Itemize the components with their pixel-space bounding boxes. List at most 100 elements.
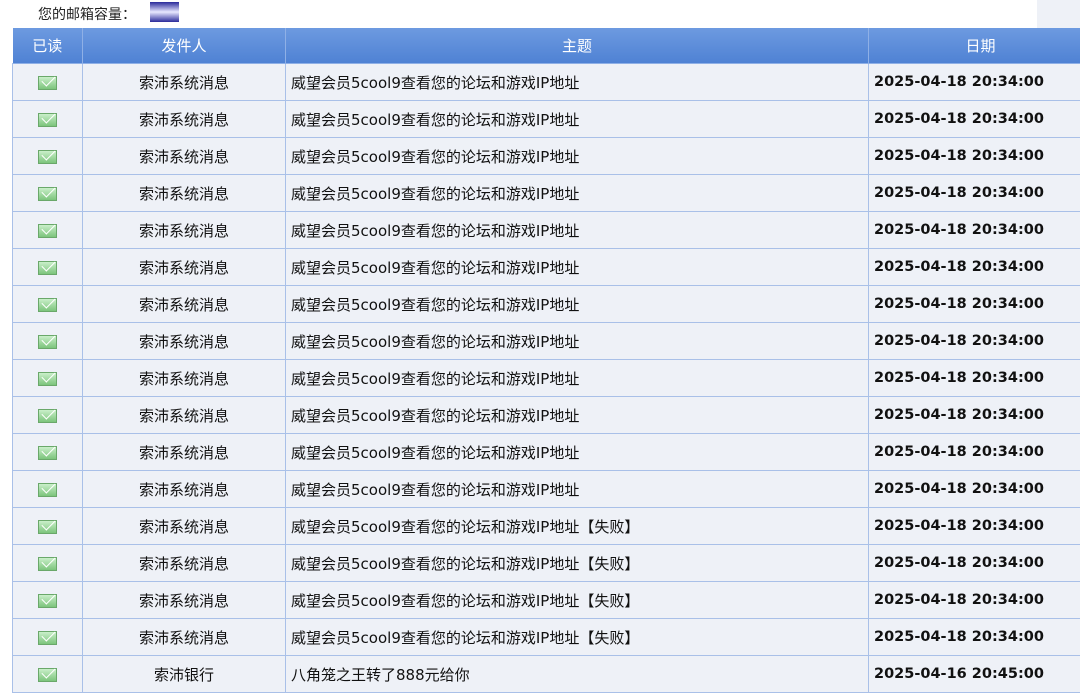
date-cell: 2025-04-18 20:34:00	[869, 64, 1080, 101]
table-header: 已读 发件人 主题 日期	[13, 28, 1080, 64]
col-date[interactable]: 日期	[869, 28, 1080, 64]
subject-link[interactable]: 威望会员5cool9查看您的论坛和游戏IP地址	[286, 64, 869, 101]
subject-link[interactable]: 威望会员5cool9查看您的论坛和游戏IP地址	[286, 138, 869, 175]
quota-meter	[150, 2, 179, 22]
read-cell[interactable]	[13, 619, 83, 656]
sender-cell: 索沛系统消息	[83, 138, 286, 175]
table-row[interactable]: 索沛银行 八角笼之王转了888元给你 2025-04-16 20:45:00	[13, 656, 1080, 693]
envelope-read-icon	[38, 261, 57, 275]
date-cell: 2025-04-18 20:34:00	[869, 471, 1080, 508]
quota-label: 您的邮箱容量：	[38, 4, 136, 24]
envelope-read-icon	[38, 446, 57, 460]
table-row[interactable]: 索沛系统消息 威望会员5cool9查看您的论坛和游戏IP地址 2025-04-1…	[13, 64, 1080, 101]
table-row[interactable]: 索沛系统消息 威望会员5cool9查看您的论坛和游戏IP地址 2025-04-1…	[13, 434, 1080, 471]
table-row[interactable]: 索沛系统消息 威望会员5cool9查看您的论坛和游戏IP地址【失败】 2025-…	[13, 619, 1080, 656]
subject-link[interactable]: 威望会员5cool9查看您的论坛和游戏IP地址	[286, 471, 869, 508]
read-cell[interactable]	[13, 360, 83, 397]
sender-cell: 索沛系统消息	[83, 545, 286, 582]
table-row[interactable]: 索沛系统消息 威望会员5cool9查看您的论坛和游戏IP地址 2025-04-1…	[13, 138, 1080, 175]
sender-cell: 索沛系统消息	[83, 434, 286, 471]
table-row[interactable]: 索沛系统消息 威望会员5cool9查看您的论坛和游戏IP地址【失败】 2025-…	[13, 582, 1080, 619]
subject-link[interactable]: 威望会员5cool9查看您的论坛和游戏IP地址	[286, 175, 869, 212]
table-row[interactable]: 索沛系统消息 威望会员5cool9查看您的论坛和游戏IP地址【失败】 2025-…	[13, 545, 1080, 582]
message-table: 已读 发件人 主题 日期 索沛系统消息 威望会员5cool9查看您的论坛和游戏I…	[12, 28, 1080, 693]
read-cell[interactable]	[13, 138, 83, 175]
sender-cell: 索沛系统消息	[83, 175, 286, 212]
date-cell: 2025-04-18 20:34:00	[869, 360, 1080, 397]
subject-link[interactable]: 威望会员5cool9查看您的论坛和游戏IP地址	[286, 249, 869, 286]
read-cell[interactable]	[13, 508, 83, 545]
table-row[interactable]: 索沛系统消息 威望会员5cool9查看您的论坛和游戏IP地址 2025-04-1…	[13, 175, 1080, 212]
col-sender[interactable]: 发件人	[83, 28, 286, 64]
envelope-read-icon	[38, 409, 57, 423]
sender-cell: 索沛系统消息	[83, 286, 286, 323]
read-cell[interactable]	[13, 434, 83, 471]
subject-link[interactable]: 威望会员5cool9查看您的论坛和游戏IP地址【失败】	[286, 545, 869, 582]
sender-cell: 索沛系统消息	[83, 64, 286, 101]
read-cell[interactable]	[13, 101, 83, 138]
envelope-read-icon	[38, 483, 57, 497]
read-cell[interactable]	[13, 545, 83, 582]
date-cell: 2025-04-16 20:45:00	[869, 656, 1080, 693]
envelope-read-icon	[38, 372, 57, 386]
sender-cell: 索沛系统消息	[83, 397, 286, 434]
envelope-read-icon	[38, 335, 57, 349]
date-cell: 2025-04-18 20:34:00	[869, 101, 1080, 138]
envelope-read-icon	[38, 557, 57, 571]
table-row[interactable]: 索沛系统消息 威望会员5cool9查看您的论坛和游戏IP地址 2025-04-1…	[13, 471, 1080, 508]
date-cell: 2025-04-18 20:34:00	[869, 286, 1080, 323]
table-row[interactable]: 索沛系统消息 威望会员5cool9查看您的论坛和游戏IP地址 2025-04-1…	[13, 212, 1080, 249]
read-cell[interactable]	[13, 249, 83, 286]
col-read[interactable]: 已读	[13, 28, 83, 64]
subject-link[interactable]: 威望会员5cool9查看您的论坛和游戏IP地址【失败】	[286, 582, 869, 619]
table-row[interactable]: 索沛系统消息 威望会员5cool9查看您的论坛和游戏IP地址 2025-04-1…	[13, 249, 1080, 286]
subject-link[interactable]: 威望会员5cool9查看您的论坛和游戏IP地址	[286, 286, 869, 323]
envelope-read-icon	[38, 187, 57, 201]
sender-cell: 索沛系统消息	[83, 582, 286, 619]
sender-cell: 索沛银行	[83, 656, 286, 693]
col-subject[interactable]: 主题	[286, 28, 869, 64]
envelope-read-icon	[38, 594, 57, 608]
subject-link[interactable]: 威望会员5cool9查看您的论坛和游戏IP地址	[286, 360, 869, 397]
date-cell: 2025-04-18 20:34:00	[869, 175, 1080, 212]
date-cell: 2025-04-18 20:34:00	[869, 582, 1080, 619]
read-cell[interactable]	[13, 212, 83, 249]
read-cell[interactable]	[13, 175, 83, 212]
subject-link[interactable]: 威望会员5cool9查看您的论坛和游戏IP地址【失败】	[286, 508, 869, 545]
table-row[interactable]: 索沛系统消息 威望会员5cool9查看您的论坛和游戏IP地址 2025-04-1…	[13, 397, 1080, 434]
table-row[interactable]: 索沛系统消息 威望会员5cool9查看您的论坛和游戏IP地址【失败】 2025-…	[13, 508, 1080, 545]
read-cell[interactable]	[13, 471, 83, 508]
date-cell: 2025-04-18 20:34:00	[869, 138, 1080, 175]
read-cell[interactable]	[13, 656, 83, 693]
read-cell[interactable]	[13, 323, 83, 360]
top-right-filler	[1037, 0, 1080, 28]
table-row[interactable]: 索沛系统消息 威望会员5cool9查看您的论坛和游戏IP地址 2025-04-1…	[13, 323, 1080, 360]
envelope-read-icon	[38, 668, 57, 682]
subject-link[interactable]: 威望会员5cool9查看您的论坛和游戏IP地址	[286, 212, 869, 249]
table-row[interactable]: 索沛系统消息 威望会员5cool9查看您的论坛和游戏IP地址 2025-04-1…	[13, 286, 1080, 323]
sender-cell: 索沛系统消息	[83, 249, 286, 286]
read-cell[interactable]	[13, 582, 83, 619]
table-row[interactable]: 索沛系统消息 威望会员5cool9查看您的论坛和游戏IP地址 2025-04-1…	[13, 360, 1080, 397]
table-row[interactable]: 索沛系统消息 威望会员5cool9查看您的论坛和游戏IP地址 2025-04-1…	[13, 101, 1080, 138]
read-cell[interactable]	[13, 64, 83, 101]
envelope-read-icon	[38, 298, 57, 312]
read-cell[interactable]	[13, 397, 83, 434]
sender-cell: 索沛系统消息	[83, 323, 286, 360]
subject-link[interactable]: 威望会员5cool9查看您的论坛和游戏IP地址	[286, 397, 869, 434]
subject-link[interactable]: 威望会员5cool9查看您的论坛和游戏IP地址【失败】	[286, 619, 869, 656]
date-cell: 2025-04-18 20:34:00	[869, 323, 1080, 360]
date-cell: 2025-04-18 20:34:00	[869, 619, 1080, 656]
subject-link[interactable]: 威望会员5cool9查看您的论坛和游戏IP地址	[286, 101, 869, 138]
date-cell: 2025-04-18 20:34:00	[869, 508, 1080, 545]
subject-link[interactable]: 威望会员5cool9查看您的论坛和游戏IP地址	[286, 434, 869, 471]
read-cell[interactable]	[13, 286, 83, 323]
subject-link[interactable]: 八角笼之王转了888元给你	[286, 656, 869, 693]
date-cell: 2025-04-18 20:34:00	[869, 212, 1080, 249]
date-cell: 2025-04-18 20:34:00	[869, 249, 1080, 286]
envelope-read-icon	[38, 520, 57, 534]
sender-cell: 索沛系统消息	[83, 471, 286, 508]
subject-link[interactable]: 威望会员5cool9查看您的论坛和游戏IP地址	[286, 323, 869, 360]
date-cell: 2025-04-18 20:34:00	[869, 545, 1080, 582]
quota-bar-area: 您的邮箱容量：	[0, 0, 1037, 28]
